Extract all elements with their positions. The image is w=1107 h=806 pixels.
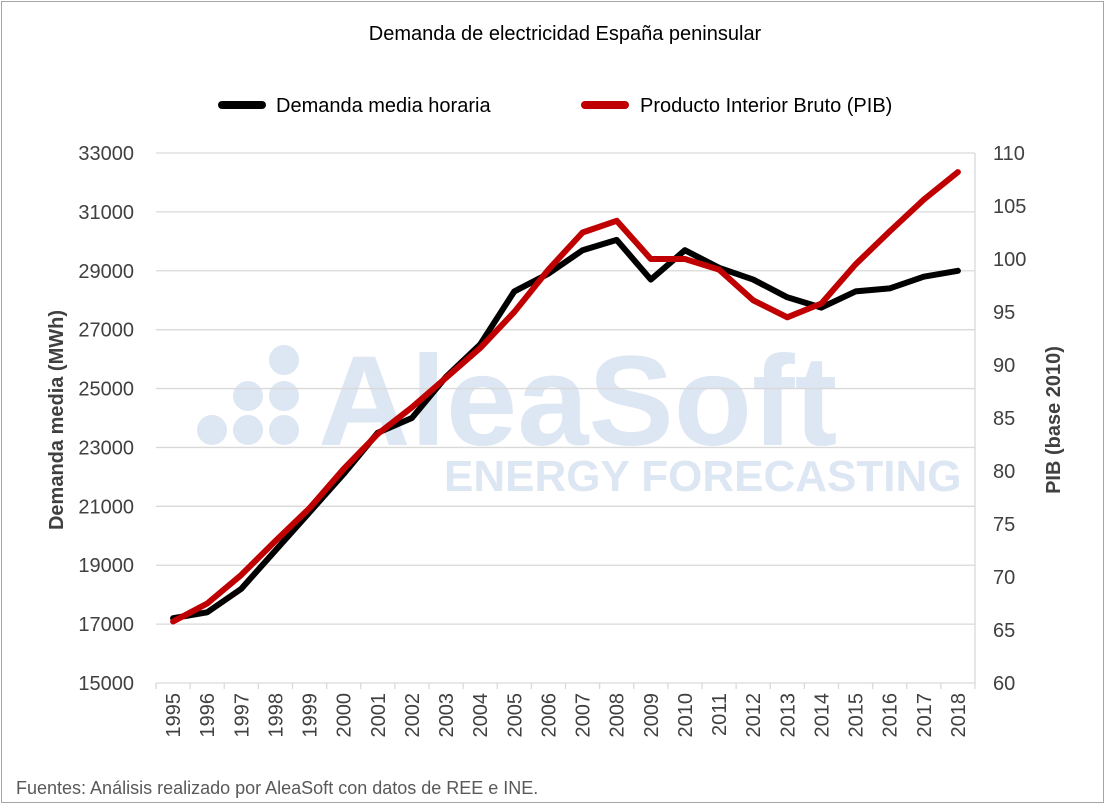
gridlines: [156, 152, 975, 625]
y-tick-label: 19000: [78, 555, 134, 577]
x-tick-label: 2002: [402, 693, 424, 738]
y-axis-ticks: 15000 17000 19000 21000 23000 25000 27000 29000…: [78, 143, 134, 695]
x-tick-label: 2000: [334, 693, 356, 738]
watermark-dots-icon: [197, 345, 299, 445]
x-tick-label: 2014: [811, 693, 833, 738]
y-tick-label: 15000: [78, 673, 134, 695]
series-line-pib: [170, 169, 961, 625]
y2-tick-label: 85: [993, 408, 1015, 430]
y2-tick-label: 95: [993, 302, 1015, 324]
watermark-brand: AleaSoft: [318, 330, 837, 473]
y2-tick-label: 60: [993, 673, 1015, 695]
x-tick-label: 2015: [846, 693, 868, 738]
x-tick-label: 2001: [368, 693, 390, 738]
y-tick-label: 29000: [78, 261, 134, 283]
x-tick-label: 2004: [470, 693, 492, 738]
y2-axis-title: PIB (base 2010): [1043, 346, 1065, 494]
x-tick-label: 1995: [163, 693, 185, 738]
y-tick-label: 33000: [78, 143, 134, 165]
watermark-tagline: ENERGY FORECASTING: [444, 452, 961, 501]
axes: [155, 153, 976, 689]
x-tick-label: 2018: [948, 693, 970, 738]
x-tick-label: 2008: [607, 693, 629, 738]
watermark-dot: [269, 415, 299, 445]
x-tick-label: 2005: [504, 693, 526, 738]
series-lines: [170, 169, 961, 625]
y2-axis-ticks: 60 65 70 75 80 85 90 95 100 105 110: [993, 143, 1026, 695]
legend-label-demanda: Demanda media horaria: [276, 95, 491, 117]
y-tick-label: 27000: [78, 320, 134, 342]
watermark-dot: [269, 345, 299, 375]
legend-label-pib: Producto Interior Bruto (PIB): [640, 95, 892, 117]
chart-legend: Demanda media horaria Producto Interior …: [218, 95, 892, 117]
y2-tick-label: 105: [993, 196, 1026, 218]
watermark-dot: [269, 381, 299, 411]
x-tick-label: 2009: [641, 693, 663, 738]
y2-tick-label: 90: [993, 355, 1015, 377]
y-axis-title: Demanda media (MWh): [46, 310, 68, 530]
watermark-dot: [233, 415, 263, 445]
source-note: Fuentes: Análisis realizado por AleaSoft…: [16, 778, 538, 798]
y-tick-label: 31000: [78, 202, 134, 224]
y-tick-label: 23000: [78, 437, 134, 459]
chart-title: Demanda de electricidad España peninsula…: [369, 23, 762, 45]
x-tick-label: 2016: [880, 693, 902, 738]
aleasoft-watermark-logo: AleaSoft ENERGY FORECASTING: [197, 330, 961, 501]
y2-tick-label: 70: [993, 567, 1015, 589]
x-tick-label: 2011: [709, 693, 731, 736]
watermark-dot: [197, 415, 227, 445]
x-tick-label: 1997: [231, 693, 253, 738]
y-tick-label: 17000: [78, 614, 134, 636]
x-tick-label: 2006: [538, 693, 560, 738]
x-tick-label: 2003: [436, 693, 458, 738]
y2-tick-label: 110: [993, 143, 1025, 165]
y-tick-label: 21000: [78, 496, 134, 518]
y-tick-label: 25000: [78, 379, 134, 401]
watermark-dot: [233, 381, 263, 411]
x-tick-label: 1998: [265, 693, 287, 738]
y2-tick-label: 100: [993, 249, 1026, 271]
x-tick-label: 1996: [197, 693, 219, 738]
y2-tick-label: 75: [993, 514, 1015, 536]
x-axis-ticks: 1995 1996 1997 1998 1999 2000 2001 2002 2003 2004…: [163, 693, 970, 738]
x-tick-label: 2017: [914, 693, 936, 738]
x-tick-label: 2013: [777, 693, 799, 738]
x-tick-label: 2012: [743, 693, 765, 738]
y2-tick-label: 65: [993, 620, 1015, 642]
series-line-demanda: [170, 236, 961, 622]
x-tick-label: 2007: [573, 693, 595, 738]
x-tick-label: 2010: [675, 693, 697, 738]
y2-tick-label: 80: [993, 461, 1015, 483]
x-tick-label: 1999: [300, 693, 322, 738]
